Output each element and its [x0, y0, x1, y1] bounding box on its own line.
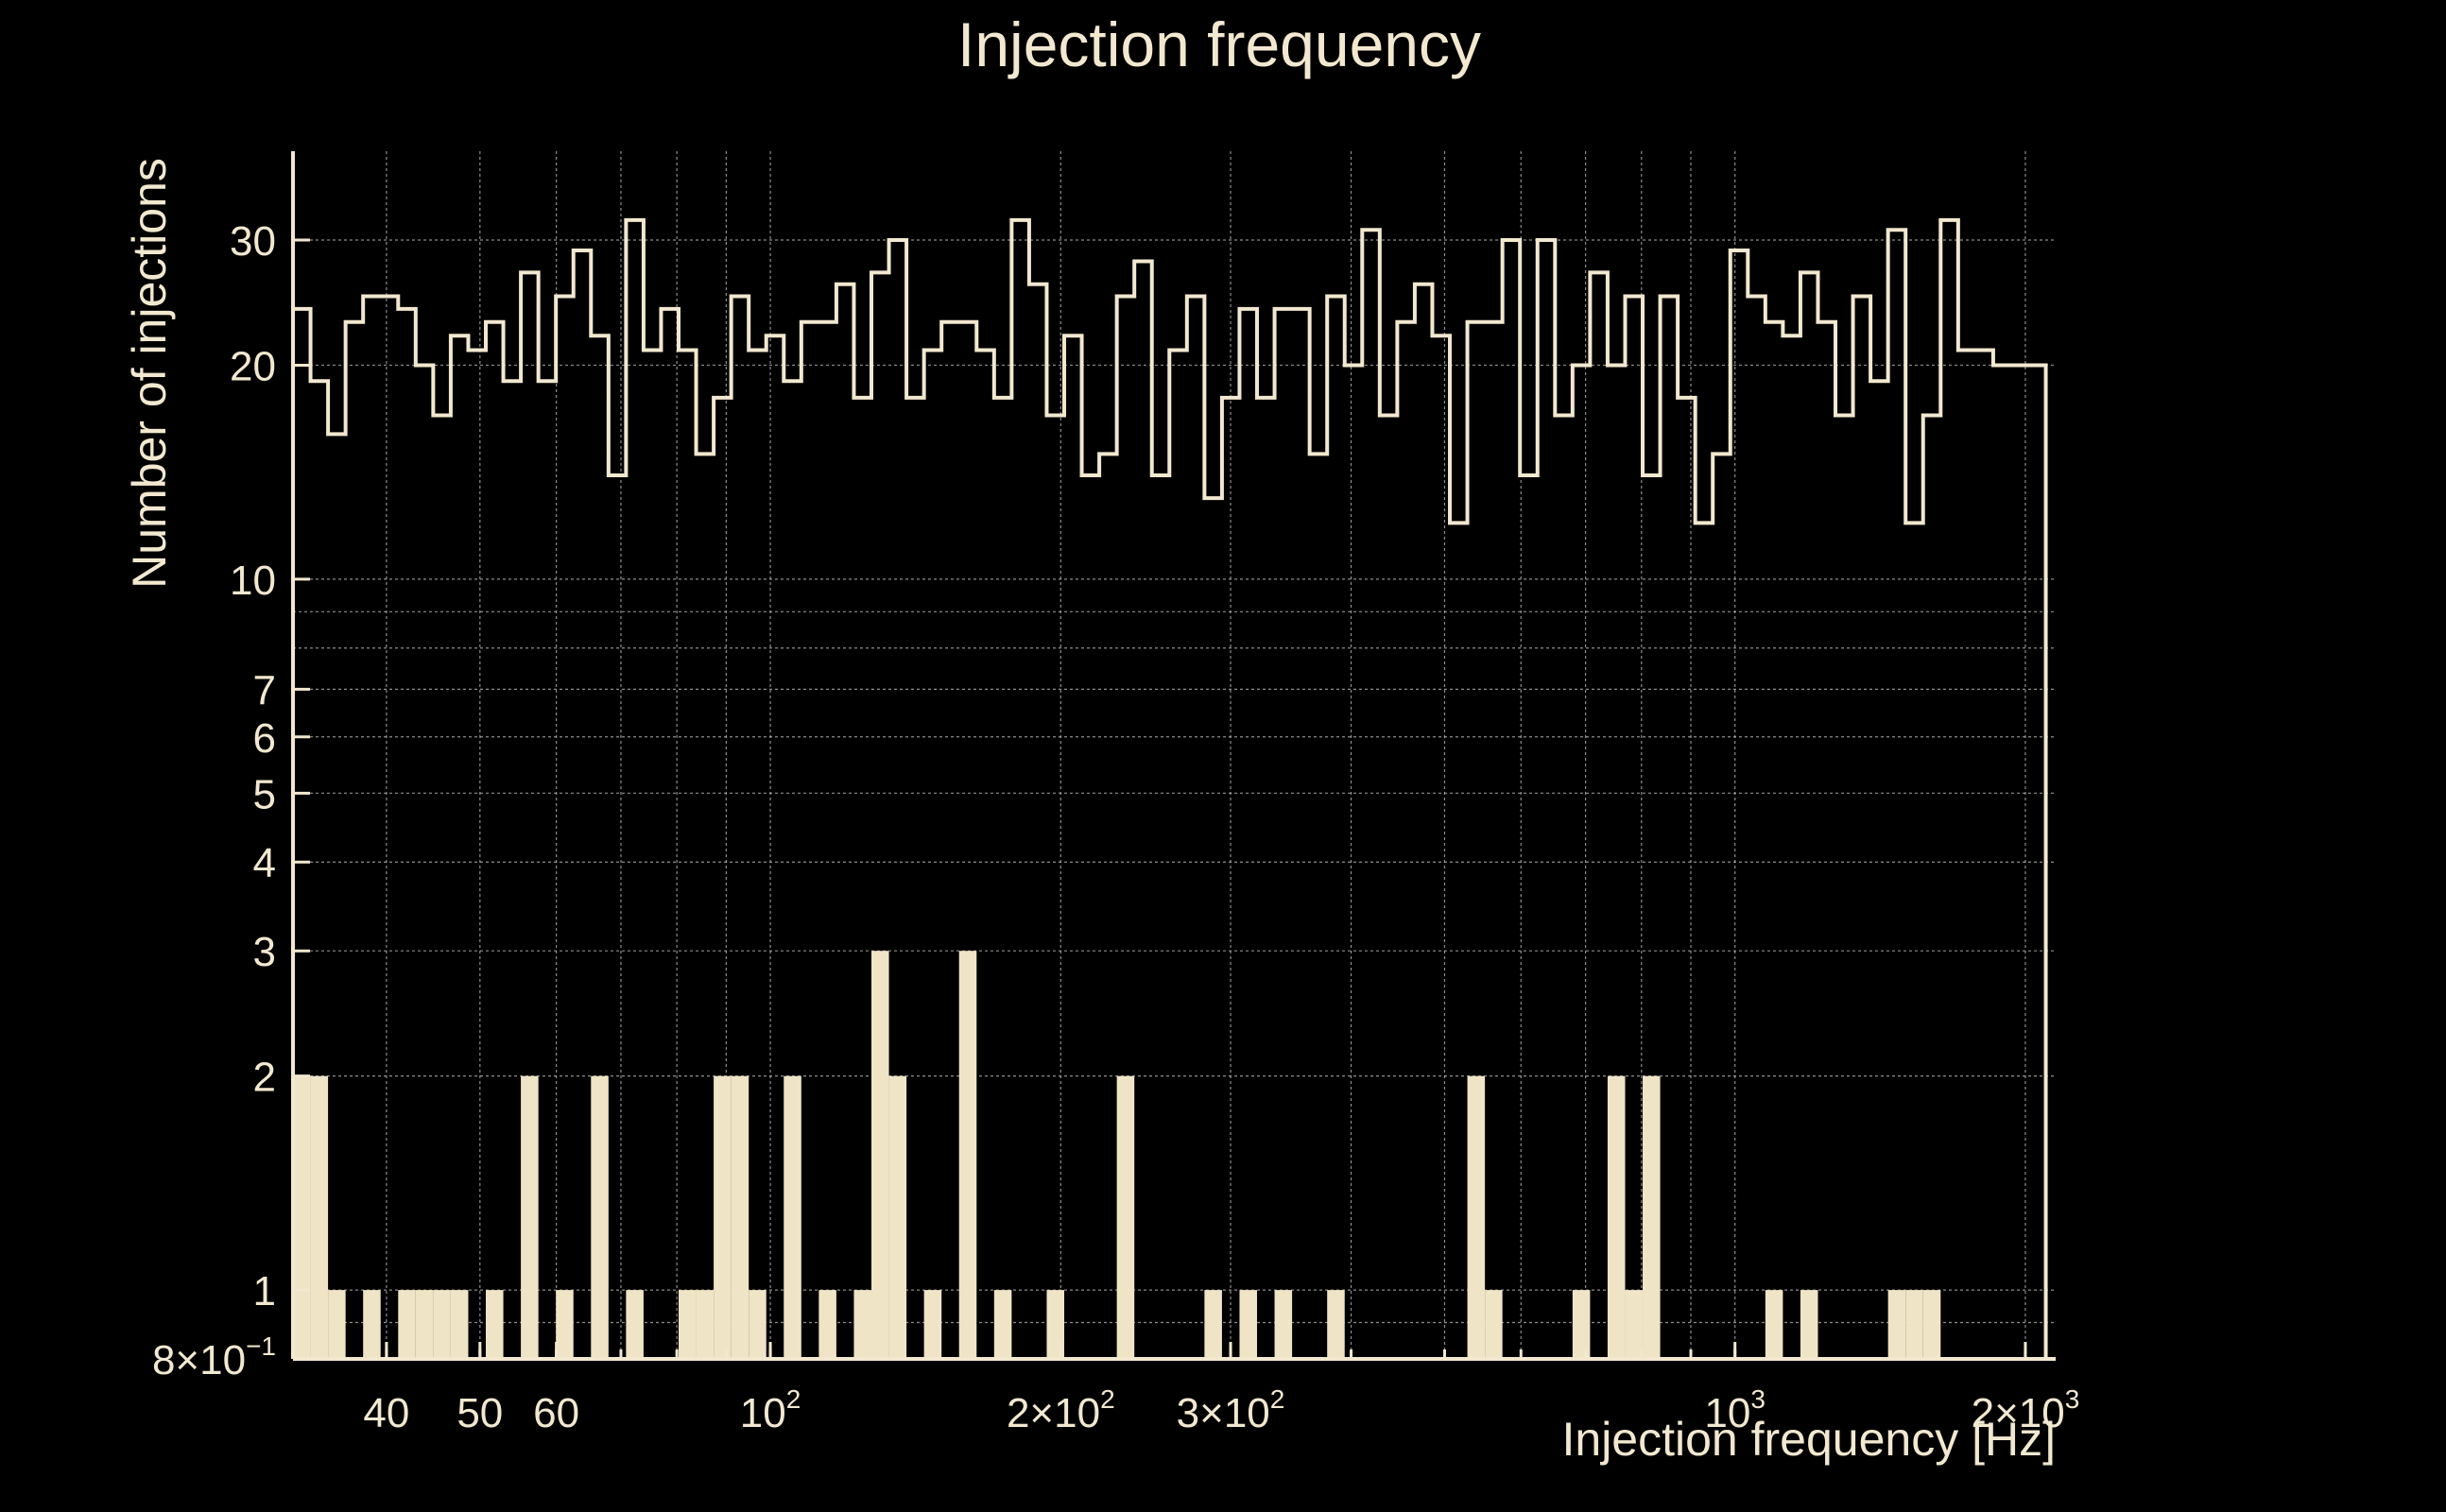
filled-bar	[591, 1075, 609, 1359]
filled-bar	[363, 1290, 381, 1359]
filled-bar	[1204, 1290, 1222, 1359]
filled-bar	[433, 1290, 451, 1359]
outline-histogram	[293, 217, 2048, 1359]
axes	[291, 151, 2056, 1361]
filled-bar	[521, 1075, 539, 1359]
filled-bar	[1905, 1290, 1923, 1359]
filled-bar	[714, 1075, 732, 1359]
y-tick-label: 2	[253, 1055, 276, 1101]
filled-bar	[1922, 1290, 1941, 1359]
x-tick-label: 40	[363, 1390, 409, 1436]
x-tick-label: 102	[740, 1384, 801, 1436]
filled-bar	[818, 1290, 836, 1359]
filled-bar	[626, 1290, 644, 1359]
chart-title: Injection frequency	[957, 9, 1481, 79]
y-tick-label: 1	[253, 1268, 276, 1314]
filled-bar	[993, 1290, 1012, 1359]
filled-bar	[853, 1290, 872, 1359]
x-tick-label: 60	[533, 1390, 579, 1436]
filled-bar	[1643, 1075, 1661, 1359]
filled-bar	[486, 1290, 504, 1359]
y-tick-label: 20	[230, 343, 276, 389]
filled-bar	[310, 1075, 329, 1359]
filled-bar	[556, 1290, 574, 1359]
y-tick-label: 4	[253, 840, 276, 886]
filled-bar	[1327, 1290, 1345, 1359]
filled-bar	[731, 1075, 749, 1359]
x-tick-label: 3×102	[1177, 1384, 1285, 1436]
x-axis-label: Injection frequency [Hz]	[1562, 1413, 2057, 1466]
filled-bar	[749, 1290, 767, 1359]
y-tick-label: 30	[230, 218, 276, 265]
filled-bar	[1274, 1290, 1293, 1359]
y-tick-label: 5	[253, 771, 276, 817]
y-axis-label: Number of injections	[123, 158, 176, 589]
filled-bar	[398, 1290, 416, 1359]
filled-bar	[293, 1075, 311, 1359]
y-tick-label: 8×10−1	[152, 1332, 276, 1383]
filled-bar	[1625, 1290, 1644, 1359]
filled-bar	[1485, 1290, 1503, 1359]
filled-bar	[1467, 1075, 1486, 1359]
y-tick-label: 6	[253, 715, 276, 762]
filled-bar	[450, 1290, 469, 1359]
filled-bar	[1887, 1290, 1906, 1359]
y-tick-label: 7	[253, 667, 276, 713]
filled-bar	[888, 1075, 907, 1359]
filled-bar	[958, 951, 977, 1359]
x-tick-label: 103	[1704, 1384, 1766, 1436]
filled-bar	[871, 951, 889, 1359]
outline-step-line	[293, 217, 2048, 1359]
filled-bar	[1765, 1290, 1783, 1359]
filled-bar	[1116, 1075, 1135, 1359]
filled-bar	[415, 1290, 434, 1359]
filled-bar	[923, 1290, 942, 1359]
y-tick-labels: 8×10−1 1 2 3 4 5 67 10 20 30	[152, 218, 276, 1383]
filled-bar	[696, 1290, 715, 1359]
filled-bar	[1800, 1290, 1818, 1359]
filled-bar	[679, 1290, 697, 1359]
y-tick-label: 3	[253, 929, 276, 975]
filled-bar	[328, 1290, 346, 1359]
x-tick-label: 2×102	[1007, 1384, 1115, 1436]
filled-bar	[784, 1075, 801, 1359]
y-tick-label: 10	[230, 558, 276, 604]
x-tick-labels: 40 50 60 102 2×102 3×102 103 2×103	[363, 1384, 2079, 1436]
filled-bar	[1046, 1290, 1065, 1359]
filled-bar	[1607, 1075, 1626, 1359]
filled-histogram	[293, 951, 1941, 1359]
filled-bar	[1572, 1290, 1591, 1359]
x-tick-label: 50	[456, 1390, 503, 1436]
filled-bar	[1239, 1290, 1258, 1359]
x-tick-label: 2×103	[1972, 1384, 2080, 1436]
